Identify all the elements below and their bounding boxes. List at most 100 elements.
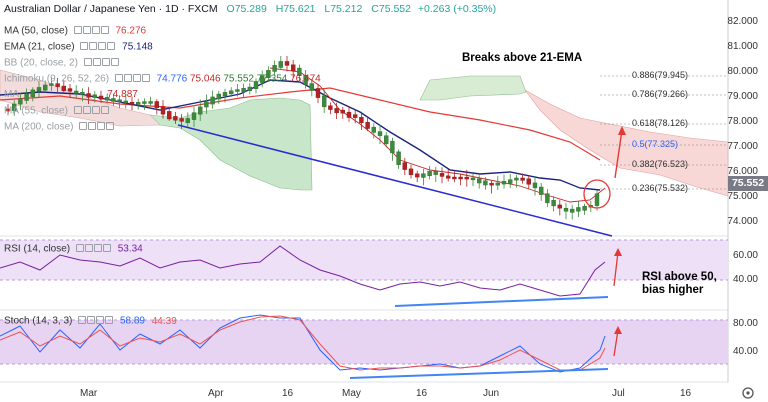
settings-icon[interactable] — [123, 74, 132, 83]
legend-ma55[interactable]: MA (55, close) — [4, 104, 113, 118]
fib-label: 0.5(77.325) — [632, 139, 679, 149]
eye-icon[interactable] — [73, 106, 82, 115]
time-axis-label: Jun — [483, 388, 500, 399]
stoch-axis-label: 80.00 — [732, 318, 758, 329]
candle — [43, 84, 48, 91]
legend-buttons[interactable] — [73, 104, 110, 118]
highlight-circle — [583, 179, 611, 209]
candle — [272, 65, 277, 72]
time-axis-label: Apr — [208, 388, 224, 399]
price-axis-label: 80.000 — [727, 66, 758, 77]
settings-icon[interactable] — [92, 58, 101, 67]
legend-ma200[interactable]: MA (200, close) — [4, 120, 118, 134]
candle — [80, 92, 85, 95]
more-icon[interactable] — [100, 106, 109, 115]
settings-icon[interactable] — [82, 106, 91, 115]
eye-icon[interactable] — [83, 58, 92, 67]
settings-icon[interactable] — [87, 316, 96, 325]
legend-value: 58.89 — [119, 315, 145, 327]
candle — [135, 101, 141, 105]
legend-ma-hidden[interactable]: MA 74.887 — [4, 88, 138, 102]
fib-label: 0.618(78.126) — [632, 118, 689, 128]
close-icon[interactable] — [132, 74, 141, 83]
more-icon[interactable] — [106, 122, 115, 131]
time-axis-label: 16 — [680, 388, 692, 399]
legend-buttons[interactable] — [75, 242, 112, 256]
close-icon[interactable] — [97, 122, 106, 131]
close-icon[interactable] — [93, 244, 102, 253]
settings-icon[interactable] — [82, 26, 91, 35]
symbol-header: Australian Dollar / Japanese Yen · 1D · … — [4, 2, 496, 16]
candle — [303, 74, 308, 85]
legend-buttons[interactable] — [114, 72, 151, 86]
settings-icon[interactable] — [84, 244, 93, 253]
legend-label: EMA (21, close) — [4, 41, 75, 53]
legend-ema21[interactable]: EMA (21, close) 75.148 — [4, 40, 153, 54]
eye-icon[interactable] — [78, 316, 87, 325]
eye-icon[interactable] — [73, 26, 82, 35]
legend-bb[interactable]: BB (20, close, 2) — [4, 56, 123, 70]
eye-icon[interactable] — [75, 244, 84, 253]
candle — [123, 100, 129, 104]
candle — [532, 182, 538, 189]
legend-stoch[interactable]: Stoch (14, 3, 3) 58.89 44.39 — [4, 314, 177, 328]
price-axis-label: 74.000 — [727, 216, 758, 227]
more-icon[interactable] — [110, 58, 119, 67]
eye-icon[interactable] — [114, 74, 123, 83]
candle — [111, 98, 116, 102]
candle — [222, 92, 228, 97]
close-icon[interactable] — [101, 58, 110, 67]
gear-icon[interactable] — [742, 387, 754, 399]
candle — [470, 177, 476, 181]
legend-ma50[interactable]: MA (50, close) 76.276 — [4, 24, 146, 38]
candle — [297, 67, 302, 76]
more-icon[interactable] — [141, 74, 150, 83]
candle — [241, 88, 246, 92]
candle — [520, 177, 525, 181]
legend-buttons[interactable] — [78, 314, 114, 328]
legend-ichimoku[interactable]: Ichimoku (9, 26, 52, 26) 74.776 75.046 7… — [4, 72, 321, 86]
downtrend-line — [177, 124, 613, 237]
legend-buttons[interactable] — [79, 120, 115, 134]
eye-icon[interactable] — [80, 42, 89, 51]
candle — [396, 151, 401, 165]
legend-buttons[interactable] — [83, 56, 120, 70]
legend-label: Ichimoku (9, 26, 52, 26) — [4, 73, 110, 85]
candle — [191, 112, 197, 120]
settings-icon[interactable] — [89, 42, 98, 51]
stoch-band — [0, 320, 728, 364]
fib-label: 0.236(75.532) — [632, 183, 689, 193]
symbol-title[interactable]: Australian Dollar / Japanese Yen · 1D · … — [4, 3, 218, 15]
candle — [291, 64, 296, 72]
candle — [148, 101, 153, 104]
legend-buttons[interactable] — [80, 40, 116, 54]
close-icon[interactable] — [96, 316, 105, 325]
more-icon[interactable] — [100, 26, 109, 35]
fib-label: 0.786(79.266) — [632, 89, 689, 99]
candle — [260, 75, 265, 83]
legend-rsi[interactable]: RSI (14, close) 53.34 — [4, 242, 143, 256]
candle — [421, 173, 426, 178]
legend-buttons[interactable] — [73, 24, 110, 38]
up-arrow-head — [618, 126, 626, 135]
legend-label: RSI (14, close) — [4, 243, 71, 255]
more-icon[interactable] — [105, 316, 114, 325]
close-icon[interactable] — [91, 26, 100, 35]
legend-value: 74.776 — [156, 73, 188, 85]
time-axis-label: Jul — [612, 388, 625, 399]
close-icon[interactable] — [91, 106, 100, 115]
candle — [334, 108, 339, 114]
rsi-band — [0, 240, 728, 280]
close-icon[interactable] — [98, 42, 107, 51]
legend-value: 75.552 — [223, 73, 254, 85]
more-icon[interactable] — [102, 244, 111, 253]
price-axis-label: 81.000 — [727, 41, 758, 52]
settings-icon[interactable] — [88, 122, 97, 131]
eye-icon[interactable] — [79, 122, 88, 131]
candle — [384, 135, 389, 145]
fib-label: 0.382(76.523) — [632, 159, 689, 169]
candle — [315, 88, 321, 98]
more-icon[interactable] — [107, 42, 116, 51]
ichimoku-cloud-bull — [419, 75, 527, 101]
